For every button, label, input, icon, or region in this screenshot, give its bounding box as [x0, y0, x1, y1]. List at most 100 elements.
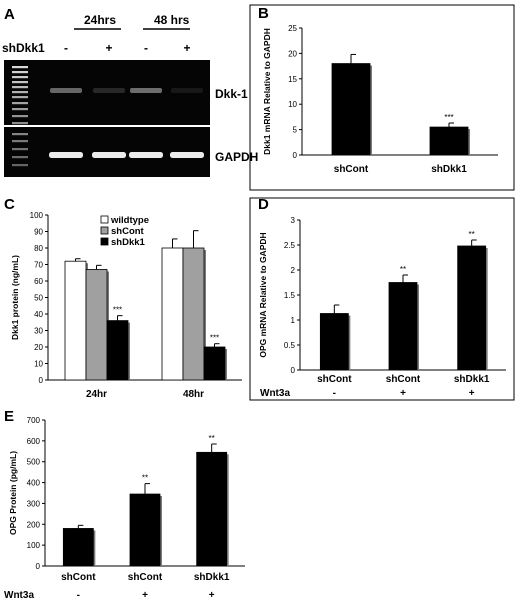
y-tick-label: 20: [288, 49, 297, 58]
bar: [85, 269, 108, 381]
ladder-band: [12, 108, 28, 111]
treatment-sign: -: [333, 388, 336, 399]
y-tick-label: 50: [34, 294, 43, 303]
category-label: 24hr: [86, 389, 107, 400]
legend-label: shDkk1: [111, 237, 146, 248]
significance-mark: **: [142, 474, 148, 483]
y-tick-label: 40: [34, 310, 43, 319]
y-tick-label: 0: [39, 376, 44, 385]
y-tick-label: 60: [34, 277, 43, 286]
gel-bands: [49, 88, 204, 158]
ladder-band: [12, 148, 28, 151]
ladder-band: [12, 66, 28, 69]
category-label: shCont: [334, 164, 369, 175]
treatment-label: Wnt3a: [4, 590, 34, 601]
ladder-band: [12, 164, 28, 167]
ladder-band: [12, 71, 28, 74]
legend-swatch: [100, 215, 109, 224]
bar: [319, 313, 349, 371]
ladder-band: [12, 86, 28, 89]
y-tick-label: 0.5: [284, 341, 296, 350]
chart-d: 0 0.5 1 1.5 2 2.5 3 OPG mRNA Relative to GAPDH s…: [249, 197, 515, 401]
dkk1-band: [171, 88, 203, 93]
y-tick-label: 10: [34, 360, 43, 369]
y-tick-label: 100: [27, 541, 41, 550]
y-tick-label: 0: [291, 366, 296, 375]
y-tick-label: 3: [291, 216, 296, 225]
ladder-band: [12, 96, 28, 99]
category-label: 48hr: [183, 389, 204, 400]
gapdh-band: [49, 152, 83, 158]
significance-mark: **: [469, 230, 475, 239]
treatment-sign: +: [400, 388, 406, 399]
y-axis-label: OPG mRNA Relative to GAPDH: [258, 232, 268, 357]
significance-mark: ***: [210, 334, 219, 343]
y-tick-label: 30: [34, 327, 43, 336]
treatment-sign: +: [142, 590, 148, 601]
y-tick-label: 10: [288, 100, 297, 109]
dkk1-band: [50, 88, 82, 93]
category-label: shCont: [317, 374, 352, 385]
y-tick-label: 100: [30, 211, 44, 220]
legend-label: shCont: [111, 226, 145, 237]
lane-sign: +: [183, 41, 190, 55]
gapdh-band: [92, 152, 126, 158]
y-tick-label: 400: [27, 479, 41, 488]
y-axis-label: OPG Protein (pg/mL): [8, 451, 18, 535]
treatment-label: Wnt3a: [260, 388, 290, 399]
significance-mark: **: [209, 434, 215, 443]
y-tick-label: 600: [27, 437, 41, 446]
ladder-band: [12, 140, 28, 143]
y-tick-label: 2: [291, 266, 296, 275]
y-tick-label: 200: [27, 520, 41, 529]
dna-ladder: [12, 66, 28, 167]
y-tick-label: 0: [36, 562, 41, 571]
panel-label-d: D: [258, 196, 269, 213]
panel-label-e: E: [4, 408, 14, 425]
bar: [182, 247, 205, 381]
category-label: shCont: [386, 374, 421, 385]
category-label: shDkk1: [194, 572, 230, 583]
y-tick-label: 20: [34, 343, 43, 352]
y-tick-label: 1: [291, 316, 296, 325]
y-tick-label: 25: [288, 24, 297, 33]
bar: [388, 282, 418, 371]
bar: [161, 247, 184, 381]
band-label-gapdh: GAPDH: [215, 150, 258, 164]
ladder-band: [12, 133, 28, 136]
dkk1-band: [93, 88, 125, 93]
y-tick-label: 90: [34, 228, 43, 237]
y-tick-label: 15: [288, 75, 297, 84]
gapdh-band: [170, 152, 204, 158]
treatment-sign: +: [469, 388, 475, 399]
y-tick-label: 300: [27, 499, 41, 508]
category-label: shCont: [128, 572, 163, 583]
y-axis-label: Dkk1 protein (ng/mL): [10, 255, 20, 340]
ladder-band: [12, 91, 28, 94]
gel-panel: shDkk1 24hrs 48 hrs - + - + Dkk-1 GAPDH: [2, 13, 258, 177]
y-tick-label: 700: [27, 416, 41, 425]
ladder-band: [12, 156, 28, 159]
bar: [106, 320, 129, 381]
treatment-sign: -: [77, 590, 80, 601]
significance-mark: ***: [113, 306, 122, 315]
category-label: shCont: [61, 572, 96, 583]
band-label-dkk1: Dkk-1: [215, 87, 248, 101]
gel-image-top: [4, 60, 210, 125]
bar: [203, 346, 226, 381]
ladder-band: [12, 115, 28, 118]
ladder-band: [12, 81, 28, 84]
time-header-48: 48 hrs: [154, 13, 190, 27]
shrna-label: shDkk1: [2, 41, 45, 55]
bar: [62, 528, 94, 567]
panel-label-c: C: [4, 196, 15, 213]
chart-e: 0 100 200 300 400 500 600 700 OPG Protein (pg/mL…: [4, 416, 245, 601]
y-tick-label: 5: [293, 126, 298, 135]
legend-swatch: [100, 237, 109, 246]
chart-c: 0 10 20 30 40 50 60 70 80 90 100 Dkk1 protein (ng/m…: [10, 211, 242, 400]
bar: [429, 126, 469, 156]
panel-frame: [249, 4, 515, 191]
panel-label-b: B: [258, 5, 269, 22]
lane-sign: +: [105, 41, 112, 55]
